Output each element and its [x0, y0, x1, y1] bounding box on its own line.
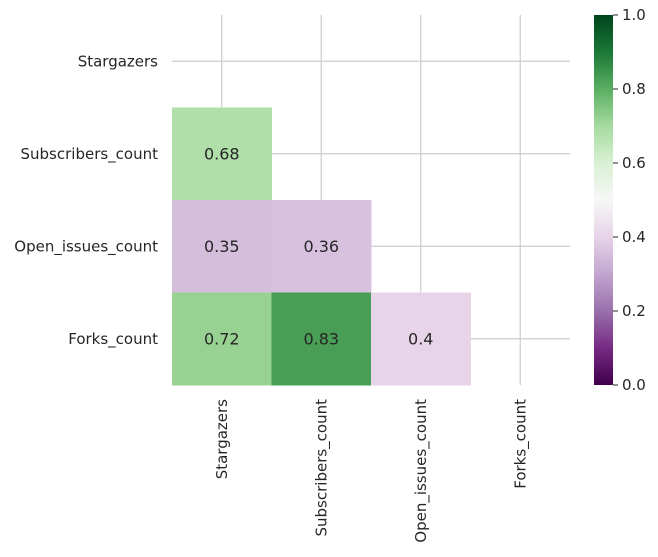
cell-value-label: 0.35 — [204, 237, 240, 256]
colorbar-tick-label: 0.4 — [622, 228, 646, 246]
cell-value-label: 0.83 — [303, 329, 339, 348]
colorbar-tick-label: 0.2 — [622, 302, 646, 320]
colorbar-tick-label: 1.0 — [622, 6, 646, 24]
colorbar: 0.0 0.2 0.4 0.6 0.8 1.0 — [594, 6, 646, 394]
heatmap-cell — [172, 200, 272, 293]
x-tick-label-subscribers-count: Subscribers_count — [312, 399, 331, 537]
heatmap-cell — [371, 292, 471, 386]
colorbar-ticks: 0.0 0.2 0.4 0.6 0.8 1.0 — [613, 6, 646, 394]
y-tick-label-open-issues-count: Open_issues_count — [14, 237, 158, 256]
cell-value-label: 0.36 — [303, 237, 339, 256]
heatmap-cells: 0.68 0.35 0.36 0.72 0.83 0.4 — [172, 107, 471, 386]
cell-value-label: 0.72 — [204, 329, 240, 348]
colorbar-tick-label: 0.8 — [622, 80, 646, 98]
heatmap-cell — [271, 292, 372, 386]
y-tick-label-stargazers: Stargazers — [78, 52, 158, 70]
heatmap-cell — [172, 292, 272, 386]
colorbar-tick-label: 0.0 — [622, 376, 646, 394]
heatmap-cell — [271, 200, 372, 293]
colorbar-gradient — [594, 15, 613, 385]
cell-value-label: 0.4 — [408, 329, 433, 348]
y-tick-label-subscribers-count: Subscribers_count — [21, 145, 159, 164]
y-tick-label-forks-count: Forks_count — [68, 330, 158, 349]
x-tick-label-open-issues-count: Open_issues_count — [412, 399, 431, 543]
cell-value-label: 0.68 — [204, 144, 240, 163]
y-tick-labels: Stargazers Subscribers_count Open_issues_c… — [14, 52, 158, 349]
colorbar-tick-label: 0.6 — [622, 154, 646, 172]
heatmap-cell — [172, 107, 272, 201]
x-tick-label-forks-count: Forks_count — [511, 399, 530, 489]
x-tick-label-stargazers: Stargazers — [213, 399, 231, 479]
x-tick-labels: Stargazers Subscribers_count Open_issues_c… — [213, 399, 531, 543]
